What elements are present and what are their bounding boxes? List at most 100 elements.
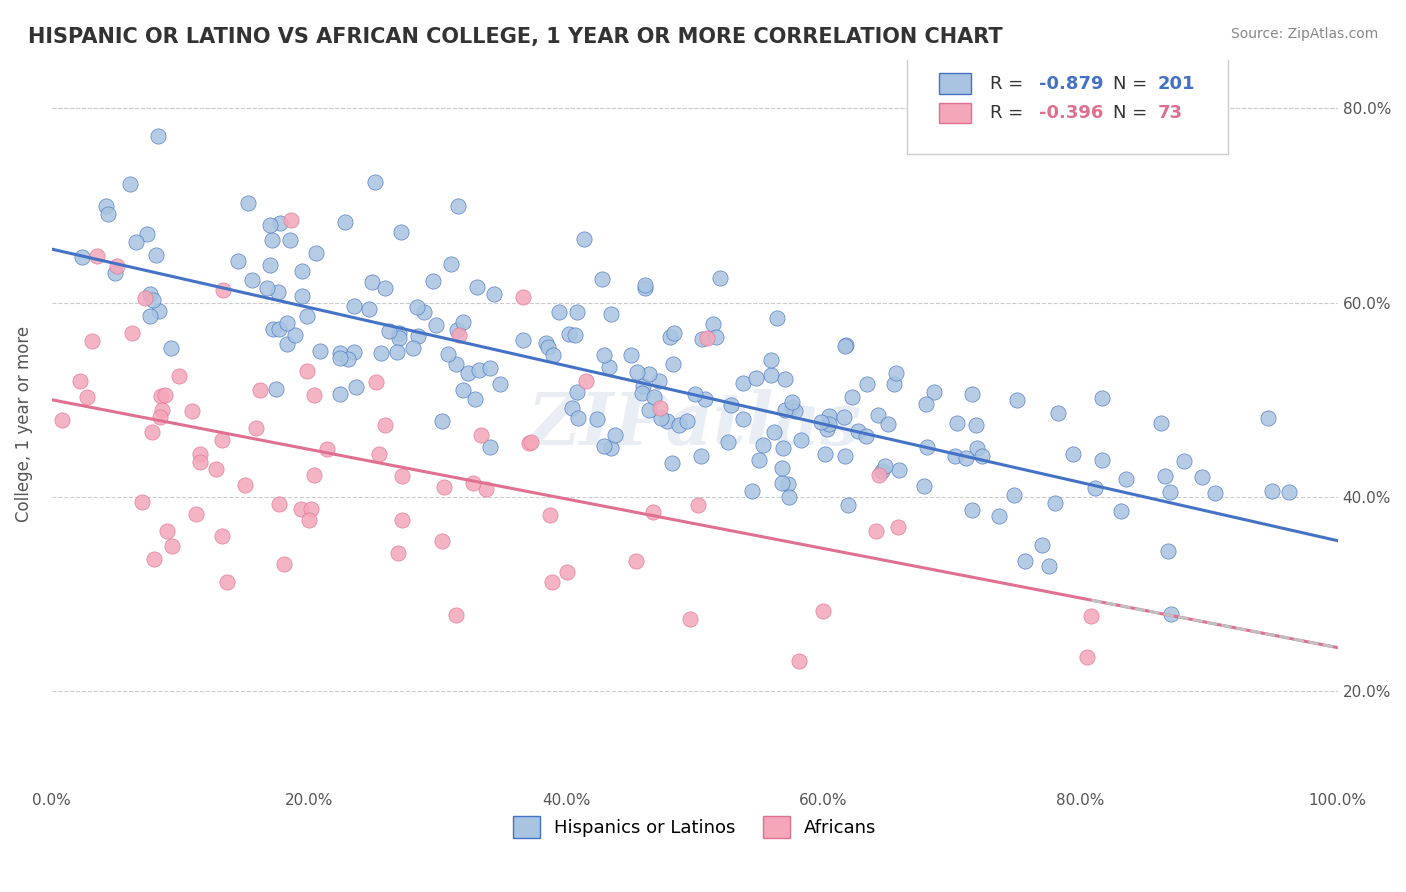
Point	[360, 275, 382, 289]
Point	[564, 327, 586, 342]
Point	[593, 439, 616, 453]
Point	[1005, 392, 1028, 407]
Point	[181, 404, 204, 418]
Point	[329, 346, 352, 360]
Point	[548, 304, 571, 318]
Point	[97, 207, 120, 221]
Point	[160, 539, 183, 553]
Point	[780, 400, 803, 414]
Point	[337, 351, 360, 366]
Point	[1115, 472, 1137, 486]
Point	[233, 478, 256, 492]
Text: R =: R =	[990, 103, 1029, 122]
Point	[745, 370, 768, 384]
Point	[51, 412, 73, 426]
Point	[342, 299, 364, 313]
Point	[463, 475, 485, 490]
Point	[690, 332, 713, 346]
Point	[877, 417, 900, 431]
Point	[148, 304, 170, 318]
Point	[873, 458, 896, 473]
Point	[517, 436, 540, 450]
Point	[565, 305, 588, 319]
Point	[772, 441, 794, 455]
Point	[264, 382, 287, 396]
Point	[785, 404, 807, 418]
Point	[987, 509, 1010, 524]
Point	[572, 231, 595, 245]
Point	[134, 292, 156, 306]
Point	[146, 129, 169, 144]
Point	[105, 259, 128, 273]
Point	[865, 524, 887, 538]
Point	[299, 501, 322, 516]
Point	[121, 326, 143, 340]
Point	[259, 218, 281, 232]
Point	[1156, 544, 1178, 558]
Point	[837, 498, 859, 512]
Point	[868, 408, 890, 422]
Point	[679, 612, 702, 626]
Point	[159, 342, 181, 356]
Point	[82, 334, 104, 349]
Point	[260, 233, 283, 247]
Point	[436, 347, 458, 361]
Point	[470, 428, 492, 442]
Point	[661, 456, 683, 470]
Point	[329, 351, 352, 365]
Point	[662, 326, 685, 341]
Point	[280, 213, 302, 227]
Point	[1111, 504, 1133, 518]
Point	[770, 461, 793, 475]
Point	[308, 343, 330, 358]
Point	[567, 410, 589, 425]
Point	[972, 449, 994, 463]
Point	[236, 195, 259, 210]
Point	[425, 318, 447, 333]
Point	[773, 372, 796, 386]
Point	[1046, 406, 1069, 420]
Point	[915, 396, 938, 410]
Point	[748, 453, 770, 467]
Point	[598, 360, 620, 375]
Point	[789, 654, 811, 668]
Point	[591, 272, 613, 286]
Point	[267, 285, 290, 299]
Point	[150, 389, 173, 403]
Point	[643, 390, 665, 404]
Point	[141, 425, 163, 439]
Point	[451, 383, 474, 397]
Point	[620, 348, 643, 362]
Point	[267, 322, 290, 336]
Point	[776, 477, 799, 491]
Point	[343, 344, 366, 359]
Point	[960, 387, 983, 401]
FancyBboxPatch shape	[939, 73, 972, 94]
Point	[1062, 447, 1084, 461]
Point	[315, 442, 337, 456]
Point	[731, 376, 754, 390]
Point	[624, 554, 647, 568]
FancyBboxPatch shape	[939, 103, 972, 123]
Point	[440, 257, 463, 271]
Point	[537, 340, 560, 354]
Point	[731, 412, 754, 426]
Point	[834, 339, 856, 353]
Point	[297, 364, 319, 378]
Point	[966, 441, 988, 455]
Text: R =: R =	[990, 75, 1029, 93]
Point	[685, 386, 707, 401]
Point	[534, 335, 557, 350]
Point	[474, 482, 496, 496]
Point	[305, 246, 328, 260]
Point	[626, 365, 648, 379]
Point	[226, 254, 249, 268]
Point	[1149, 416, 1171, 430]
Point	[297, 309, 319, 323]
Point	[765, 310, 787, 325]
Point	[855, 429, 877, 443]
Point	[709, 270, 731, 285]
Point	[943, 449, 966, 463]
Point	[512, 290, 534, 304]
Point	[388, 326, 411, 340]
